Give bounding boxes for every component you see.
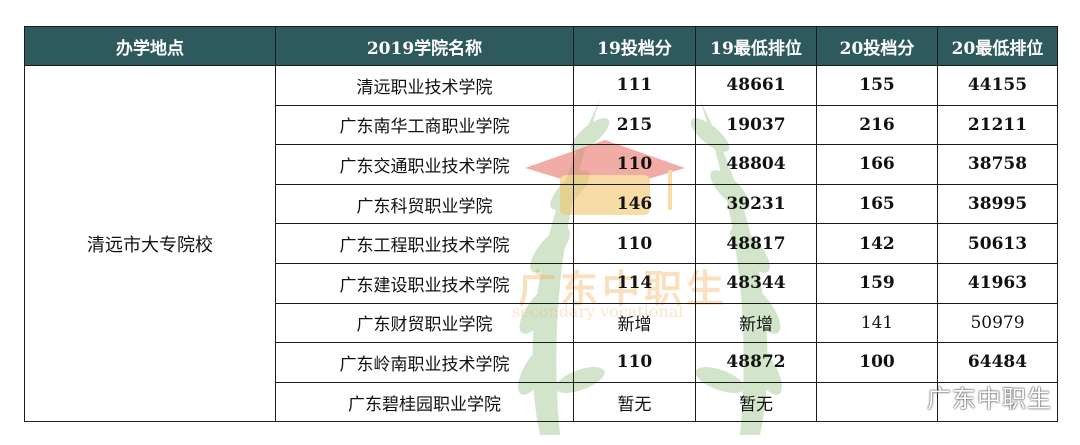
rank-19: 暂无	[695, 381, 817, 423]
table-row: 广东南华工商职业学院 215 19037 216 21211	[25, 104, 1058, 146]
rank-20: 41963	[937, 262, 1058, 304]
score-20: 142	[816, 223, 938, 264]
college-name: 广东碧桂园职业学院	[275, 381, 574, 423]
college-name: 清远职业技术学院	[275, 65, 574, 106]
score-19: 新增	[573, 302, 696, 344]
college-name: 广东建设职业技术学院	[275, 262, 574, 304]
header-location: 办学地点	[24, 26, 276, 66]
rank-19: 48804	[695, 144, 817, 185]
header-rank-19: 19最低排位	[695, 26, 817, 66]
source-tag-text: 广东中职生	[927, 385, 1052, 413]
rank-20: 44155	[937, 65, 1058, 106]
score-20: 165	[816, 183, 938, 225]
score-19: 110	[573, 342, 696, 383]
score-19: 110	[573, 144, 696, 185]
rank-20: 50613	[937, 223, 1058, 264]
rank-20	[937, 381, 1058, 423]
score-20: 216	[816, 104, 938, 146]
score-19: 暂无	[573, 381, 696, 423]
rank-20: 21211	[937, 104, 1058, 146]
table-row: 广东岭南职业技术学院 110 48872 100 64484	[25, 342, 1058, 383]
table-row: 广东科贸职业学院 146 39231 165 38995	[25, 183, 1058, 225]
score-20: 141	[816, 302, 938, 344]
rank-19: 48344	[695, 262, 817, 304]
table-row: 广东工程职业技术学院 110 48817 142 50613	[25, 223, 1058, 264]
rank-19: 48872	[695, 342, 817, 383]
header-score-20: 20投档分	[816, 26, 938, 66]
rank-20: 64484	[937, 342, 1058, 383]
score-20: 155	[816, 65, 938, 106]
table-row: 广东碧桂园职业学院 暂无 暂无	[25, 381, 1058, 423]
header-rank-20: 20最低排位	[937, 26, 1058, 66]
rank-19: 19037	[695, 104, 817, 146]
score-19: 110	[573, 223, 696, 264]
college-name: 广东科贸职业学院	[275, 183, 574, 225]
table-header-row: 办学地点 2019学院名称 19投档分 19最低排位 20投档分 20最低排位	[24, 26, 1058, 66]
header-college: 2019学院名称	[275, 26, 574, 66]
rank-20: 38995	[937, 183, 1058, 225]
location-cell: 清远市大专院校	[24, 64, 276, 423]
table-row: 清远市大专院校 清远职业技术学院 111 48661 155 44155	[24, 64, 1058, 423]
college-name: 广东岭南职业技术学院	[275, 342, 574, 383]
score-19: 111	[573, 65, 696, 106]
rank-20: 50979	[937, 302, 1058, 344]
college-name: 广东工程职业技术学院	[275, 223, 574, 264]
college-name: 广东南华工商职业学院	[275, 104, 574, 146]
table-row: 广东交通职业技术学院 110 48804 166 38758	[25, 144, 1058, 185]
rank-19: 48817	[695, 223, 817, 264]
wechat-icon	[891, 385, 920, 407]
admission-table: 办学地点 2019学院名称 19投档分 19最低排位 20投档分 20最低排位 …	[24, 26, 1058, 423]
table-row: 广东建设职业技术学院 114 48344 159 41963	[25, 262, 1058, 304]
rank-19: 39231	[695, 183, 817, 225]
score-20: 100	[816, 342, 938, 383]
source-watermark: 广东中职生	[891, 379, 1052, 414]
score-19: 146	[573, 183, 696, 225]
rank-19: 新增	[695, 302, 817, 344]
score-19: 215	[573, 104, 696, 146]
header-score-19: 19投档分	[573, 26, 696, 66]
college-name: 广东财贸职业学院	[275, 302, 574, 344]
rank-20: 38758	[937, 144, 1058, 185]
score-19: 114	[573, 262, 696, 304]
rank-19: 48661	[695, 65, 817, 106]
college-name: 广东交通职业技术学院	[275, 144, 574, 185]
score-20: 166	[816, 144, 938, 185]
score-20: 159	[816, 262, 938, 304]
